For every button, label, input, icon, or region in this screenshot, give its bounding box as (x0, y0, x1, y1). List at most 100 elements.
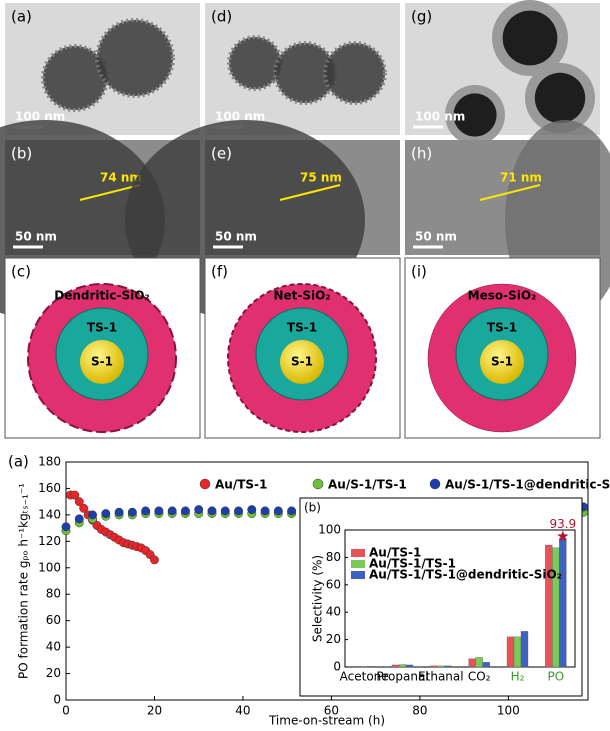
data-point (180, 506, 190, 516)
y-tick-label: 80 (46, 587, 61, 601)
bar (552, 547, 560, 668)
data-point (273, 506, 283, 516)
data-point (61, 522, 71, 532)
data-point (141, 506, 151, 516)
scale-bar-label: 50 nm (215, 230, 257, 244)
x-tick-label: 40 (235, 704, 250, 718)
plot-frame (344, 529, 576, 668)
bar (506, 636, 515, 668)
x-tick-label: 0 (62, 704, 70, 718)
bar (391, 664, 400, 668)
data-point (74, 514, 84, 524)
x-tick-label: 60 (324, 704, 339, 718)
particle-core (534, 72, 586, 124)
y-tick-label: 60 (326, 577, 341, 591)
ts1-label: TS-1 (87, 321, 117, 335)
panel-label: (h) (411, 145, 432, 163)
bar (360, 666, 368, 668)
data-point (220, 506, 230, 516)
x-tick-label: 80 (412, 704, 427, 718)
x-tick-label: H₂ (511, 670, 525, 684)
s1-core (80, 340, 124, 384)
ts1-label: TS-1 (287, 321, 317, 335)
data-point (207, 506, 217, 516)
panel-label: (a) (8, 453, 29, 471)
data-point (150, 555, 159, 565)
particle (95, 18, 175, 98)
panel-label: (f) (211, 263, 228, 281)
data-point (194, 505, 204, 515)
shell-label: Dendritic-SiO₂ (54, 289, 149, 303)
thickness-arrow (279, 184, 341, 201)
legend-swatch (351, 560, 365, 568)
scale-bar-label: 100 nm (415, 110, 465, 124)
particle (227, 35, 283, 91)
panel-label: (a) (11, 8, 32, 26)
x-tick-label: Ethanal (418, 670, 464, 684)
legend-label: Au/S-1/TS-1@dendritic-SiO₂ (445, 478, 610, 492)
y-tick-label: 60 (46, 613, 61, 627)
x-axis-label: Time-on-stream (h) (268, 714, 385, 728)
y-tick-label: 0 (53, 693, 61, 707)
x-tick-label: Acetone (340, 670, 389, 684)
thickness-arrow (79, 184, 141, 201)
y-tick-label: 40 (46, 640, 61, 654)
y-tick-label: 20 (46, 666, 61, 680)
bar (444, 665, 452, 668)
thickness-arrow (479, 184, 541, 201)
legend-label: Au/TS-1 (215, 478, 267, 492)
panel-label: (i) (411, 263, 427, 281)
data-point (127, 507, 137, 517)
y-tick-label: 100 (318, 523, 341, 537)
thickness-label: 75 nm (300, 171, 342, 185)
x-tick-label: PO (547, 670, 564, 684)
inset-frame (299, 497, 583, 697)
panel-label: (g) (411, 8, 432, 26)
x-tick-label: CO₂ (468, 670, 491, 684)
data-point (70, 490, 80, 500)
thickness-label: 71 nm (500, 171, 542, 185)
data-point (88, 510, 97, 520)
particle-core (453, 93, 497, 137)
data-point (101, 509, 111, 519)
s1-label: S-1 (491, 355, 513, 369)
data-point (114, 507, 124, 517)
y-tick-label: 40 (326, 605, 341, 619)
bar (430, 665, 438, 668)
data-point (74, 497, 84, 507)
thickness-label: 74 nm (100, 171, 142, 185)
y-tick-label: 0 (333, 660, 341, 674)
y-tick-label: 180 (38, 455, 61, 469)
shell-label: Net-SiO₂ (273, 289, 330, 303)
bar (437, 665, 445, 668)
data-point (234, 506, 243, 516)
x-tick-label: Propanal (376, 670, 428, 684)
legend-swatch (351, 549, 365, 557)
panel-label: (c) (11, 263, 31, 281)
y-tick-label: 160 (38, 481, 61, 495)
scale-bar-label: 100 nm (15, 110, 65, 124)
bar (520, 631, 529, 668)
value-label: 93.9 (549, 517, 576, 531)
legend-swatch (351, 571, 365, 579)
panel-label: (e) (211, 145, 232, 163)
legend-marker (312, 478, 324, 490)
legend-label: Au/TS-1/TS-1 (369, 557, 456, 571)
legend-label: Au/TS-1 (369, 546, 421, 560)
data-point (287, 506, 297, 516)
bar (475, 657, 483, 668)
data-point (154, 506, 164, 516)
bar (482, 662, 490, 668)
y-tick-label: 140 (38, 507, 61, 521)
particle-core (502, 10, 558, 66)
panel-label: (b) (304, 501, 321, 515)
y-tick-label: 20 (326, 632, 341, 646)
legend-marker (429, 478, 441, 490)
y-axis-label: Selectivity (%) (311, 555, 325, 642)
y-axis-label: PO formation rate gₚₒ h⁻¹kgₜₛ₋₁⁻¹ (17, 483, 31, 679)
bar (559, 538, 567, 668)
data-point (167, 506, 177, 516)
scale-bar-label: 100 nm (215, 110, 265, 124)
